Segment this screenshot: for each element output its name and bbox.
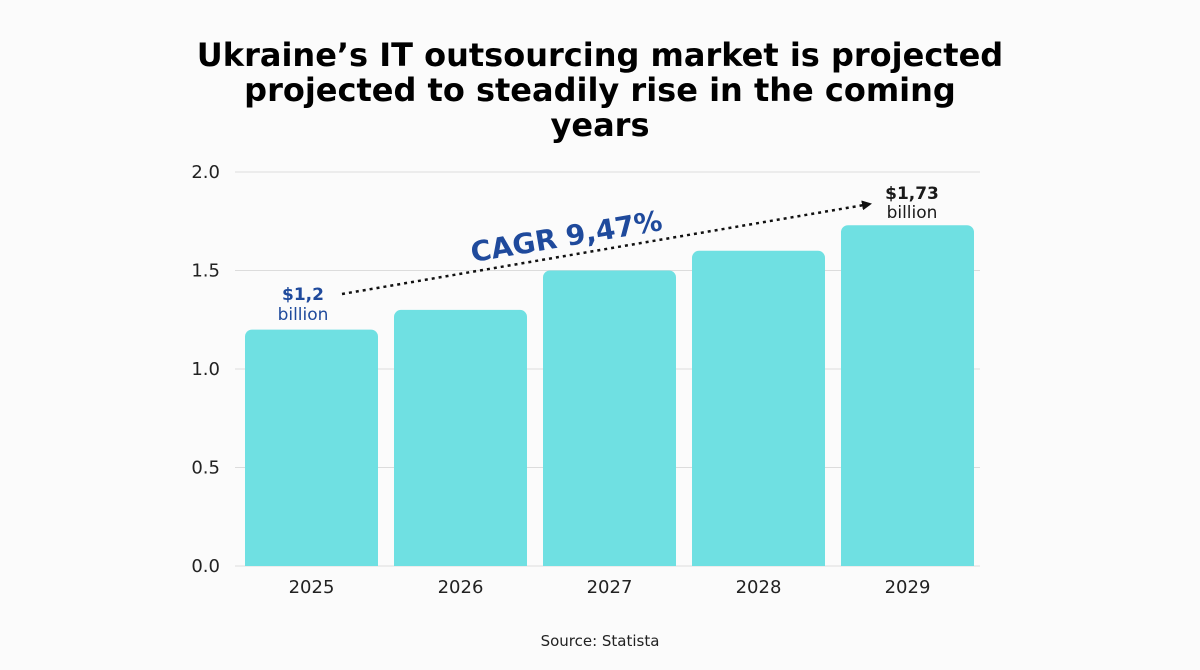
bars: [245, 225, 974, 567]
start-unit-label: billion: [278, 305, 329, 325]
bar-2026: [394, 309, 527, 566]
bar-base-2025: [245, 558, 378, 566]
y-tick-label-0: 0.0: [191, 556, 220, 577]
y-tick-label-1: 0.5: [191, 458, 220, 479]
y-tick-label-4: 2.0: [191, 162, 220, 183]
x-tick-label-2029: 2029: [885, 577, 931, 598]
bar-2029: [841, 225, 974, 566]
bar-base-2026: [394, 558, 527, 566]
bar-2025: [245, 329, 378, 566]
cagr-label: CAGR 9,47%: [468, 204, 664, 269]
source-note: Source: Statista: [540, 632, 660, 650]
chart-title-line-2: projected to steadily rise in the coming: [244, 71, 956, 109]
bar-base-2029: [841, 558, 974, 566]
y-axis-ticks: 0.0 0.5 1.0 1.5 2.0: [191, 162, 220, 577]
bar-base-2027: [543, 558, 676, 566]
chart-title: Ukraine’s IT outsourcing market is proje…: [0, 38, 1200, 143]
x-axis-labels: 2025 2026 2027 2028 2029: [289, 577, 931, 598]
end-unit-label: billion: [887, 203, 938, 223]
start-value-label: $1,2: [282, 285, 324, 305]
end-value-label: $1,73: [885, 184, 939, 204]
bar-base-2028: [692, 558, 825, 566]
y-tick-label-2: 1.0: [191, 359, 220, 380]
chart-title-line-3: years: [550, 106, 650, 144]
x-tick-label-2027: 2027: [587, 577, 633, 598]
bar-2028: [692, 250, 825, 567]
chart-title-line-1: Ukraine’s IT outsourcing market is proje…: [196, 36, 1004, 74]
bar-2027: [543, 270, 676, 566]
cagr-trend-arrow: [341, 200, 872, 296]
x-tick-label-2028: 2028: [736, 577, 782, 598]
y-tick-label-3: 1.5: [191, 261, 220, 282]
x-tick-label-2026: 2026: [438, 577, 484, 598]
x-tick-label-2025: 2025: [289, 577, 335, 598]
